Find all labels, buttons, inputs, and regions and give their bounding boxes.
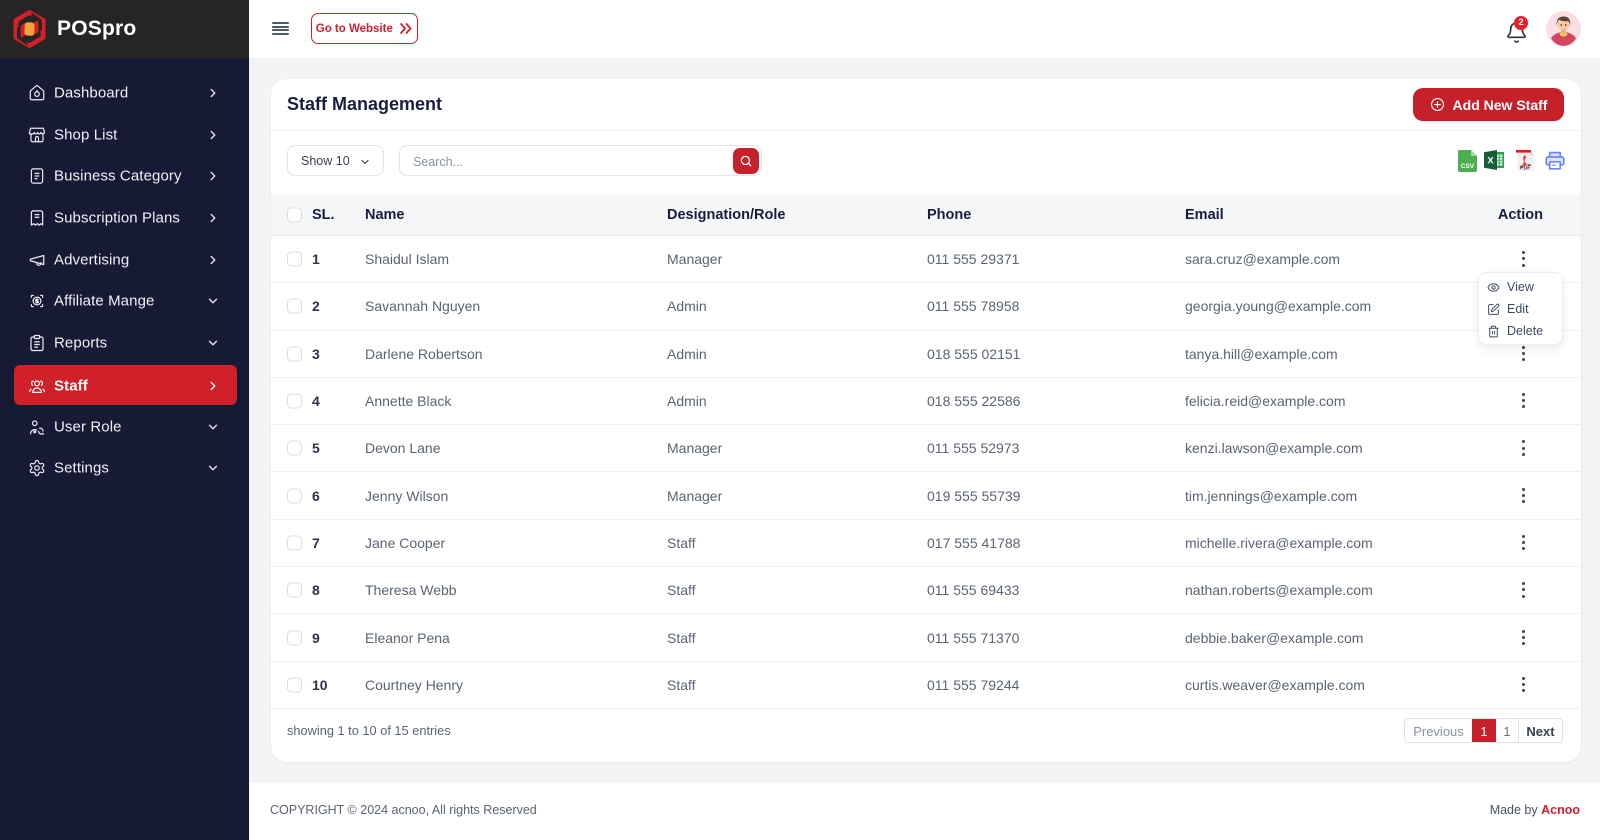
svg-text:PDF: PDF bbox=[1520, 165, 1530, 171]
svg-text:X: X bbox=[1487, 155, 1494, 166]
svg-text:CSV: CSV bbox=[1461, 163, 1475, 170]
